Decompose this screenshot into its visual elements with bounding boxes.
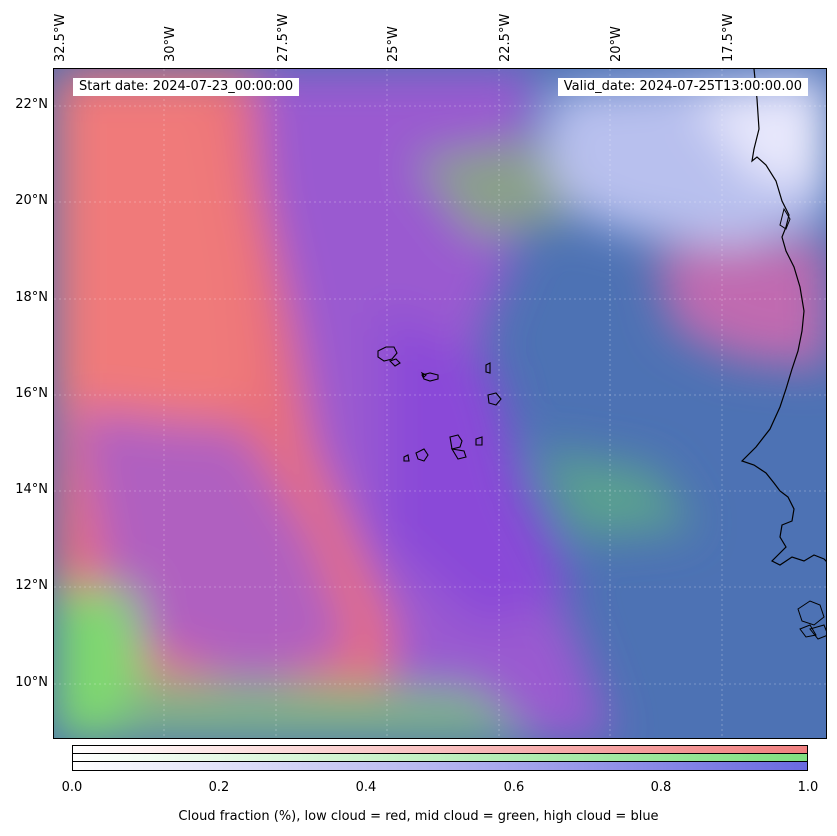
cape-verde-islands [377,346,502,462]
cloud-layers [54,69,826,738]
colorbar-tick-0: 0.0 [61,780,83,795]
island-sao-nicolau [421,372,439,382]
island-fogo [415,448,429,462]
lat-label-16n: 16°N [15,386,48,401]
colorbar-tick-1: 0.2 [208,780,230,795]
island-sal [485,362,491,374]
colorbar-high-cloud [72,761,808,771]
map-canvas [54,69,826,738]
lat-label-12n: 12°N [15,578,48,593]
mid-cloud-patch-south [114,679,532,738]
lat-label-22n: 22°N [15,97,48,112]
low-cloud-region-core [54,89,254,429]
colorbar-low-cloud [72,745,808,754]
colorbar-mid-cloud [72,753,808,762]
high-cloud-bright-northeast [694,89,826,189]
mid-cloud-patch-center [534,449,694,539]
lat-label-20n: 20°N [15,193,48,208]
island-santiago-south [450,448,467,460]
lon-label-20w: 20°W [609,26,624,62]
mixed-cloud-region-2 [384,309,574,629]
coastline-bijagos-1 [797,600,825,626]
colorbar-tick-5: 1.0 [797,780,819,795]
lat-label-10n: 10°N [15,675,48,690]
cloud-fraction-map: Start date: 2024-07-23_00:00:00 Valid_da… [53,68,827,739]
lat-label-14n: 14°N [15,482,48,497]
island-sao-vicente [388,358,401,367]
start-date-label: Start date: 2024-07-23_00:00:00 [73,78,300,96]
colorbar [72,745,808,771]
coastline-africa [740,69,826,566]
island-brava [403,454,410,462]
colorbar-tick-3: 0.6 [503,780,525,795]
island-santo-antao [377,346,398,362]
colorbar-tick-2: 0.4 [355,780,377,795]
mid-cloud-patch-north [414,139,574,239]
lon-label-22-5w: 22.5°W [498,13,513,62]
coastline-bijagos-2 [799,624,817,638]
island-maio [475,436,483,446]
valid-date-label: Valid_date: 2024-07-25T13:00:00.00 [557,78,808,96]
lon-label-32-5w: 32.5°W [53,13,68,62]
island-boa-vista [487,392,502,406]
coastline-bijagos-3 [809,624,826,640]
coastline-inlet [779,207,791,230]
island-santiago [449,434,463,450]
graticule [54,69,826,738]
colorbar-label: Cloud fraction (%), low cloud = red, mid… [178,809,659,824]
low-cloud-region-northeast [654,239,826,369]
lon-label-25w: 25°W [386,26,401,62]
lon-label-27-5w: 27.5°W [276,13,291,62]
lon-label-17-5w: 17.5°W [721,13,736,62]
lon-label-30w: 30°W [163,26,178,62]
lat-label-18n: 18°N [15,290,48,305]
low-high-mix-southwest [74,409,354,689]
colorbar-tick-4: 0.8 [650,780,672,795]
